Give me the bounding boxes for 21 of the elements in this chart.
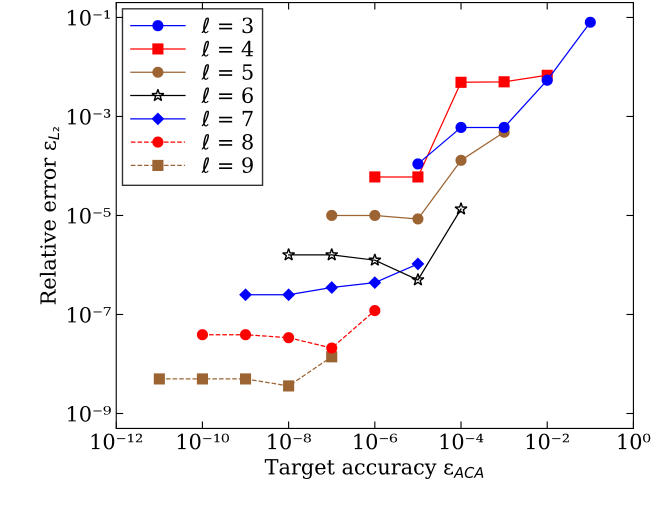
x-tick-label: 10⁻² xyxy=(526,434,569,450)
y-tick-label: 10⁻¹ xyxy=(68,10,110,26)
x-tick-label: 10⁻¹² xyxy=(92,434,142,450)
legend-label: ℓ = 3 xyxy=(201,18,253,34)
x-tick-label: 10⁻⁸ xyxy=(268,434,312,450)
y-tick-label: 10⁻⁹ xyxy=(68,406,111,422)
legend-label: ℓ = 6 xyxy=(201,87,253,104)
y-tick-label: 10⁻³ xyxy=(68,108,110,125)
y-tick-label: 10⁻⁷ xyxy=(68,306,111,323)
legend-label: ℓ = 4 xyxy=(201,40,254,57)
x-axis-title: Target accuracy ε$_{ACA}$ xyxy=(264,459,484,479)
y-tick-label: 10⁻⁵ xyxy=(68,208,111,224)
legend-label: ℓ = 8 xyxy=(201,134,253,150)
x-tick-label: 10⁰ xyxy=(618,434,650,450)
x-tick-label: 10⁻⁴ xyxy=(440,434,484,450)
x-tick-label: 10⁻¹⁰ xyxy=(178,434,229,450)
legend-label: ℓ = 9 xyxy=(201,157,253,173)
legend-label: ℓ = 5 xyxy=(201,64,253,80)
y-axis-title: Relative error ε$_{L₂}$ xyxy=(40,127,60,304)
legend-label: ℓ = 7 xyxy=(201,110,253,126)
x-tick-label: 10⁻⁶ xyxy=(354,434,398,450)
